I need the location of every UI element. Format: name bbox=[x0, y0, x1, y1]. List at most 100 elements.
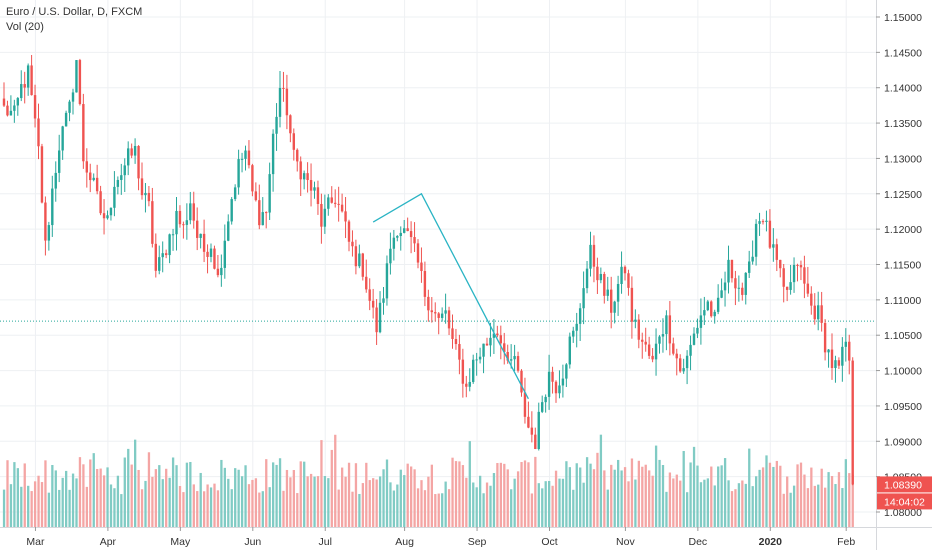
candle-body bbox=[268, 174, 271, 213]
candle-body bbox=[378, 302, 382, 333]
volume-bar bbox=[513, 478, 516, 527]
price-axis[interactable]: 1.15000 1.14500 1.14000 1.13500 1.13000 1.125… bbox=[876, 0, 932, 550]
volume-bar bbox=[168, 477, 171, 527]
volume-bar bbox=[706, 478, 709, 527]
candle bbox=[451, 314, 454, 349]
volume-bar bbox=[772, 466, 775, 527]
candle-body bbox=[299, 161, 302, 180]
candle-body bbox=[651, 355, 654, 360]
candle-body bbox=[244, 150, 247, 159]
volume-bar bbox=[161, 479, 164, 527]
volume-bar bbox=[389, 482, 392, 527]
candle bbox=[406, 217, 409, 232]
candle-body bbox=[23, 84, 26, 88]
volume-indicator-label[interactable]: Vol (20) bbox=[6, 21, 44, 33]
volume-bar bbox=[13, 462, 16, 527]
candle-body bbox=[461, 359, 465, 384]
candle-body bbox=[323, 208, 327, 227]
candle-body bbox=[430, 310, 433, 313]
volume-bar bbox=[89, 459, 92, 527]
volume-bar bbox=[796, 464, 799, 527]
candle-body bbox=[375, 307, 378, 333]
candle bbox=[140, 162, 144, 200]
volume-bar bbox=[182, 492, 185, 527]
candle-body bbox=[51, 188, 54, 226]
candle-body bbox=[785, 286, 789, 290]
volume-bar bbox=[303, 461, 306, 527]
candle-body bbox=[199, 233, 202, 238]
candle bbox=[830, 333, 834, 380]
candle bbox=[741, 282, 744, 301]
candle-body bbox=[20, 84, 23, 99]
candle-body bbox=[158, 257, 161, 271]
candle bbox=[26, 63, 30, 96]
candle-body bbox=[734, 278, 737, 289]
candle-body bbox=[302, 173, 306, 180]
candle-body bbox=[848, 341, 851, 361]
candle-body bbox=[492, 333, 496, 338]
candle bbox=[392, 229, 396, 261]
volume-bar bbox=[837, 472, 841, 527]
candle-body bbox=[127, 148, 130, 166]
volume-bar bbox=[96, 468, 99, 527]
volume-bar bbox=[468, 441, 471, 527]
candle-body bbox=[606, 289, 609, 296]
volume-bar bbox=[820, 468, 823, 527]
volume-bar bbox=[561, 478, 565, 527]
candle bbox=[278, 70, 282, 128]
price-axis-background[interactable] bbox=[876, 0, 932, 550]
candle bbox=[785, 286, 789, 302]
time-axis-background[interactable] bbox=[0, 527, 876, 550]
candle bbox=[185, 203, 189, 240]
volume-bar bbox=[654, 445, 658, 527]
volume-bar bbox=[171, 457, 175, 527]
candle bbox=[478, 347, 482, 364]
candle bbox=[306, 162, 309, 193]
candle-body bbox=[365, 276, 368, 290]
time-axis[interactable]: Mar Apr May Jun Jul Aug Sep Oct Nov Dec 2020 Feb bbox=[0, 527, 932, 550]
candle bbox=[665, 310, 668, 351]
candle bbox=[223, 224, 226, 279]
candle bbox=[282, 71, 285, 102]
candle-body bbox=[30, 65, 33, 96]
candle-body bbox=[26, 65, 30, 88]
candle bbox=[834, 355, 837, 383]
volume-bar bbox=[813, 485, 816, 527]
volume-bar bbox=[603, 470, 606, 527]
volume-bar bbox=[827, 472, 830, 527]
trend-line-drawing[interactable] bbox=[372, 192, 529, 400]
candle-body bbox=[13, 105, 16, 111]
candle bbox=[296, 148, 299, 172]
candle-body bbox=[754, 223, 758, 257]
volume-bar bbox=[592, 469, 596, 527]
candle-body bbox=[468, 381, 471, 387]
candle bbox=[630, 276, 634, 339]
price-tick-label: 1.10500 bbox=[884, 330, 922, 342]
volume-bar bbox=[92, 453, 95, 527]
candle bbox=[92, 173, 95, 182]
candle-body bbox=[472, 359, 475, 382]
volume-bar bbox=[848, 473, 851, 527]
candle-body bbox=[385, 263, 389, 299]
candle-body bbox=[713, 311, 716, 317]
volume-bar bbox=[596, 452, 599, 527]
candle bbox=[782, 263, 785, 303]
candle bbox=[844, 328, 847, 362]
trend-line[interactable] bbox=[372, 192, 529, 400]
candle-body bbox=[99, 191, 102, 214]
candle-body bbox=[661, 334, 665, 337]
candle-body bbox=[185, 220, 189, 225]
candle-body bbox=[44, 202, 47, 241]
symbol-title[interactable]: Euro / U.S. Dollar, D, FXCM bbox=[6, 6, 143, 18]
candle-body bbox=[454, 338, 458, 345]
price-tick-label: 1.10000 bbox=[884, 366, 922, 378]
candle bbox=[578, 303, 582, 341]
candle-body bbox=[344, 211, 347, 222]
volume-bars bbox=[2, 434, 854, 527]
candle bbox=[199, 233, 202, 249]
chart-legend[interactable]: Euro / U.S. Dollar, D, FXCM Vol (20) bbox=[6, 5, 142, 35]
candle bbox=[758, 212, 761, 236]
volume-bar bbox=[844, 459, 847, 527]
volume-bar bbox=[475, 487, 478, 527]
